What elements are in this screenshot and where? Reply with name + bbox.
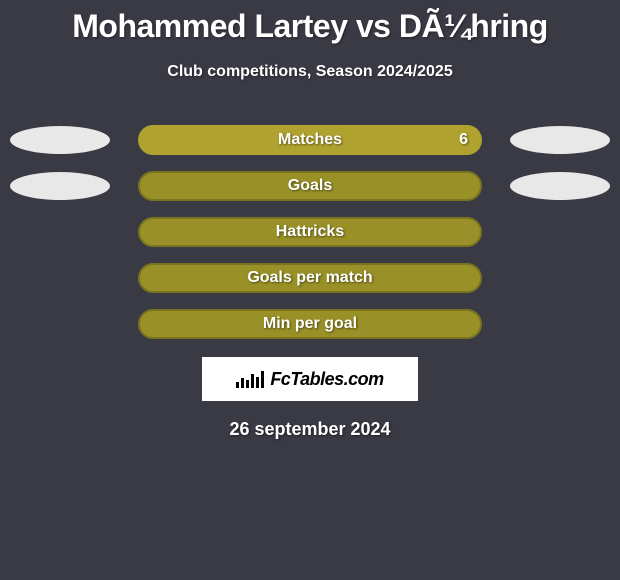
stat-bar: Matches 6 bbox=[138, 125, 482, 155]
row-hattricks: Hattricks bbox=[0, 209, 620, 255]
ellipse-left bbox=[10, 172, 110, 200]
chart-icon bbox=[236, 371, 264, 388]
brand-text: FcTables.com bbox=[270, 369, 383, 390]
comparison-rows: Matches 6 Goals Hattricks Goals per matc… bbox=[0, 117, 620, 347]
ellipse-right bbox=[510, 172, 610, 200]
stat-label: Min per goal bbox=[263, 315, 357, 333]
date-text: 26 september 2024 bbox=[0, 419, 620, 440]
row-min-per-goal: Min per goal bbox=[0, 301, 620, 347]
stat-value: 6 bbox=[459, 131, 468, 149]
brand-box: FcTables.com bbox=[202, 357, 418, 401]
page-title: Mohammed Lartey vs DÃ¼hring bbox=[0, 0, 620, 45]
stat-bar: Goals per match bbox=[138, 263, 482, 293]
stat-label: Goals bbox=[288, 177, 332, 195]
ellipse-right bbox=[510, 126, 610, 154]
stat-label: Hattricks bbox=[276, 223, 344, 241]
row-goals-per-match: Goals per match bbox=[0, 255, 620, 301]
stat-label: Matches bbox=[278, 131, 342, 149]
subtitle: Club competitions, Season 2024/2025 bbox=[0, 63, 620, 81]
stat-bar: Goals bbox=[138, 171, 482, 201]
ellipse-left bbox=[10, 126, 110, 154]
stat-bar: Min per goal bbox=[138, 309, 482, 339]
stat-label: Goals per match bbox=[247, 269, 372, 287]
row-matches: Matches 6 bbox=[0, 117, 620, 163]
stat-bar: Hattricks bbox=[138, 217, 482, 247]
row-goals: Goals bbox=[0, 163, 620, 209]
